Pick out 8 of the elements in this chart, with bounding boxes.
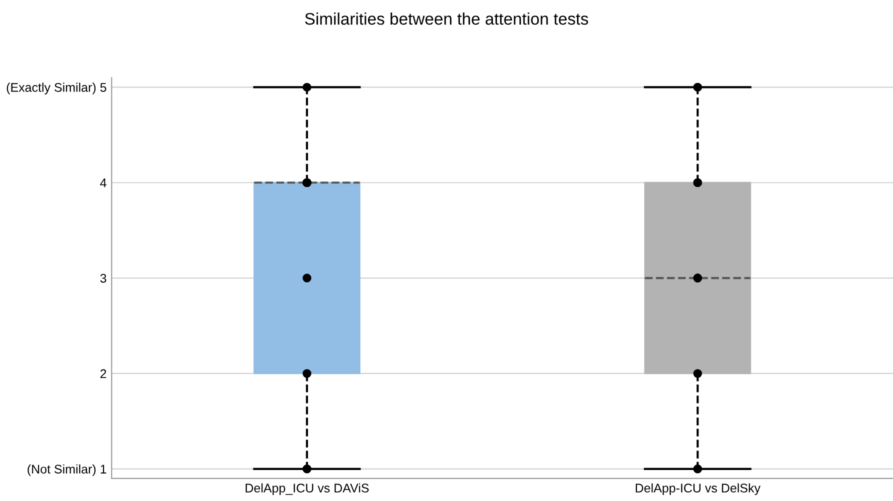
x-tick-label: DelApp_ICU vs DAViS xyxy=(246,483,369,495)
chart-title: Similarities between the attention tests xyxy=(305,12,588,25)
y-tick-label: 3 xyxy=(100,274,106,283)
x-tick-label: DelApp-ICU vs DelSky xyxy=(636,483,760,495)
y-tick-label: 2 xyxy=(100,369,106,378)
y-tick-label: 4 xyxy=(100,178,106,188)
y-tick-label: (Exactly Similar) 5 xyxy=(6,82,106,94)
y-tick-label: (Not Similar) 1 xyxy=(28,464,106,476)
